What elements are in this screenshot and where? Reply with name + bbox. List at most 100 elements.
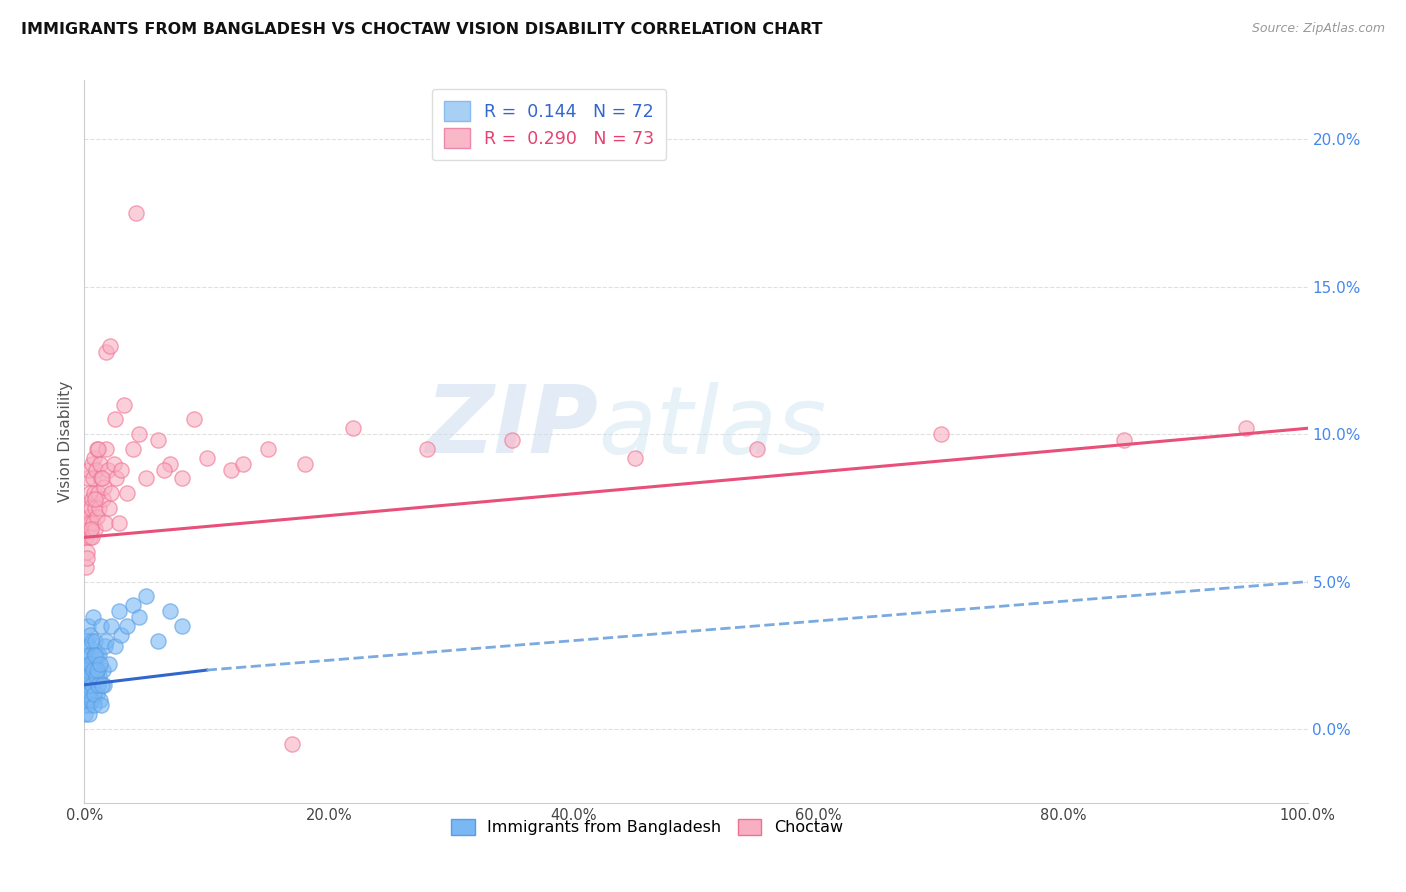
Point	[76, 633, 98, 648]
Point	[80, 663, 103, 677]
Point	[79, 516, 101, 530]
Point	[1114, 433, 1136, 447]
Point	[86, 687, 108, 701]
Point	[84, 633, 107, 648]
Point	[87, 648, 110, 663]
Point	[90, 471, 112, 485]
Point	[105, 471, 128, 485]
Point	[89, 457, 111, 471]
Point	[84, 669, 107, 683]
Point	[79, 530, 101, 544]
Point	[83, 648, 105, 663]
Point	[79, 657, 101, 672]
Point	[80, 692, 103, 706]
Point	[110, 462, 132, 476]
Point	[83, 663, 105, 677]
Point	[416, 442, 439, 456]
Point	[76, 678, 98, 692]
Legend: Immigrants from Bangladesh, Choctaw: Immigrants from Bangladesh, Choctaw	[444, 813, 849, 842]
Point	[79, 628, 101, 642]
Point	[115, 619, 138, 633]
Point	[91, 471, 114, 485]
Point	[281, 737, 304, 751]
Point	[219, 462, 242, 476]
Point	[87, 486, 110, 500]
Point	[82, 610, 104, 624]
Point	[76, 516, 98, 530]
Point	[80, 522, 103, 536]
Point	[86, 648, 108, 663]
Point	[79, 648, 101, 663]
Point	[94, 344, 117, 359]
Point	[82, 663, 104, 677]
Point	[75, 663, 97, 677]
Point	[79, 687, 101, 701]
Point	[183, 412, 205, 426]
Point	[86, 509, 108, 524]
Point	[75, 698, 97, 713]
Point	[76, 687, 98, 701]
Point	[83, 450, 105, 465]
Point	[87, 442, 110, 456]
Point	[153, 462, 176, 476]
Point	[122, 442, 145, 456]
Point	[94, 516, 117, 530]
Point	[77, 707, 100, 722]
Point	[96, 442, 118, 456]
Point	[82, 678, 104, 692]
Point	[86, 442, 108, 456]
Point	[195, 450, 218, 465]
Point	[87, 663, 110, 677]
Point	[135, 471, 157, 485]
Point	[97, 657, 120, 672]
Point	[75, 678, 97, 692]
Point	[94, 640, 117, 654]
Point	[128, 610, 150, 624]
Point	[172, 619, 194, 633]
Point	[84, 462, 107, 476]
Point	[77, 509, 100, 524]
Point	[90, 698, 112, 713]
Point	[84, 500, 107, 515]
Point	[79, 663, 101, 677]
Point	[96, 633, 118, 648]
Point	[93, 678, 115, 692]
Point	[257, 442, 280, 456]
Point	[77, 657, 100, 672]
Point	[146, 433, 169, 447]
Point	[80, 500, 103, 515]
Point	[97, 462, 120, 476]
Point	[80, 491, 103, 506]
Point	[82, 516, 104, 530]
Point	[128, 427, 150, 442]
Point	[76, 663, 98, 677]
Point	[84, 648, 107, 663]
Point	[86, 663, 108, 677]
Point	[159, 604, 181, 618]
Point	[98, 339, 121, 353]
Point	[83, 522, 105, 536]
Point	[89, 657, 111, 672]
Point	[110, 628, 132, 642]
Point	[232, 457, 254, 471]
Point	[76, 687, 98, 701]
Point	[104, 412, 127, 426]
Point	[91, 491, 114, 506]
Point	[75, 692, 97, 706]
Text: Source: ZipAtlas.com: Source: ZipAtlas.com	[1251, 22, 1385, 36]
Point	[83, 491, 105, 506]
Point	[135, 590, 157, 604]
Point	[624, 450, 647, 465]
Point	[75, 530, 97, 544]
Point	[100, 619, 122, 633]
Point	[97, 500, 120, 515]
Point	[1236, 421, 1258, 435]
Point	[89, 692, 111, 706]
Point	[93, 480, 115, 494]
Point	[77, 462, 100, 476]
Point	[80, 678, 103, 692]
Point	[73, 707, 96, 722]
Point	[82, 530, 104, 544]
Point	[77, 692, 100, 706]
Point	[77, 471, 100, 485]
